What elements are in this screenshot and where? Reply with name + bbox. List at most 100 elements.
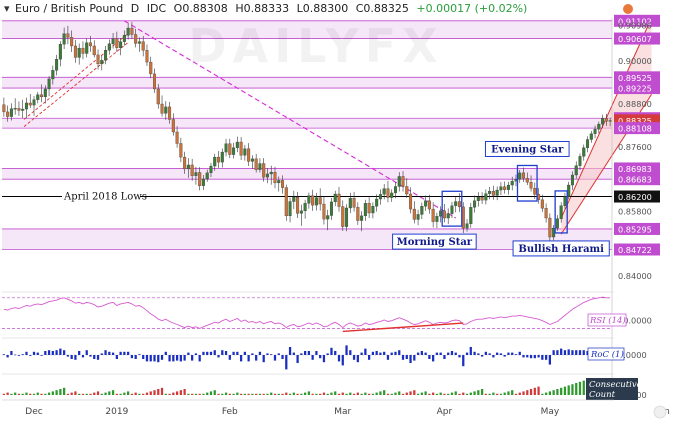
roc-bar <box>206 351 209 355</box>
candle-down <box>149 61 153 75</box>
candle-up <box>232 147 236 155</box>
count-bar <box>371 393 375 395</box>
roc-bar <box>2 354 6 355</box>
candle-up <box>51 70 55 80</box>
candle-up <box>235 141 239 148</box>
roc-bar <box>514 354 518 355</box>
price-label-bg <box>614 190 660 203</box>
roc-bar <box>488 353 491 355</box>
symbol-name[interactable]: Euro / British Pound <box>15 2 124 15</box>
candle-down <box>40 94 44 98</box>
count-bar <box>462 392 465 395</box>
rsi-axis-label: 40.0000 <box>618 316 652 326</box>
roc-bar <box>32 351 36 355</box>
roc-bar <box>78 351 81 355</box>
roc-bar <box>439 352 442 355</box>
roc-bar <box>556 350 559 355</box>
candle-down <box>239 141 243 156</box>
roc-bar <box>96 355 100 360</box>
zone-price-label: 0.85295 <box>618 224 652 234</box>
count-bar <box>529 389 533 395</box>
roc-axis-label: 0.0000 <box>618 350 647 360</box>
count-bar <box>70 392 73 395</box>
roc-bar <box>93 355 96 359</box>
roc-bar <box>364 348 367 355</box>
roc-bar <box>352 355 356 360</box>
candle-down <box>262 163 266 178</box>
count-bar <box>44 393 47 395</box>
candle-up <box>329 201 333 216</box>
candle-up <box>104 50 108 61</box>
candle-down <box>217 156 221 163</box>
count-bar <box>443 393 446 395</box>
count-bar <box>142 393 145 395</box>
count-bar <box>236 392 239 395</box>
candle-up <box>250 158 254 162</box>
annotation-label: Morning Star <box>397 237 473 248</box>
candle-up <box>55 59 59 71</box>
count-bar <box>243 393 246 395</box>
candle-up <box>586 139 590 148</box>
count-label-line1: Consecutive <box>589 380 642 390</box>
count-bar <box>172 392 175 395</box>
count-bar <box>270 392 273 395</box>
roc-bar <box>394 351 397 355</box>
candle-down <box>281 180 285 188</box>
candle-up <box>476 197 480 201</box>
annotation-label: Bullish Harami <box>518 244 604 255</box>
candle-down <box>296 197 300 214</box>
candle-up <box>495 189 499 196</box>
count-bar <box>281 393 284 395</box>
roc-bar <box>288 347 292 355</box>
price-tick-label: 0.84000 <box>618 271 652 281</box>
roc-bar <box>221 350 224 355</box>
roc-bar <box>29 355 32 356</box>
sr-zone <box>2 77 612 89</box>
candle-up <box>597 123 601 130</box>
indicator-label-bg <box>586 378 638 400</box>
roc-bar <box>571 350 574 355</box>
candle-up <box>345 207 349 227</box>
count-bar <box>469 392 472 395</box>
roc-bar <box>477 353 480 355</box>
candle-up <box>269 171 273 175</box>
count-bar <box>228 393 231 395</box>
count-bar <box>578 381 582 395</box>
roc-bar <box>36 352 39 355</box>
count-bar <box>409 391 412 395</box>
roc-bar <box>443 355 446 359</box>
count-bar <box>582 380 585 395</box>
count-bar <box>386 393 390 395</box>
roc-bar <box>544 355 548 360</box>
count-bar <box>6 392 9 395</box>
roc-bar <box>465 352 469 355</box>
count-bar <box>127 391 130 395</box>
chevron-down-icon[interactable]: ▾ <box>4 2 10 15</box>
candle-down <box>247 148 251 162</box>
candle-down <box>341 206 345 227</box>
count-bar <box>499 393 503 395</box>
roc-bar <box>563 350 567 355</box>
count-bar <box>202 393 205 395</box>
count-bar <box>337 393 341 395</box>
count-bar <box>544 392 548 395</box>
candle-up <box>589 133 593 140</box>
candle-down <box>6 111 10 117</box>
roc-bar <box>368 355 371 360</box>
count-bar <box>319 393 322 395</box>
candle-down <box>522 172 526 179</box>
roc-bar <box>17 355 21 356</box>
candle-down <box>152 73 157 90</box>
roc-bar <box>281 355 284 359</box>
roc-bar <box>209 351 213 355</box>
candle-up <box>164 106 168 114</box>
candle-up <box>213 156 217 167</box>
roc-bar <box>273 355 277 361</box>
roc-bar <box>315 351 318 355</box>
candle-down <box>145 50 149 63</box>
candle-down <box>284 187 288 217</box>
candle-up <box>390 192 394 198</box>
candle-down <box>412 208 416 220</box>
